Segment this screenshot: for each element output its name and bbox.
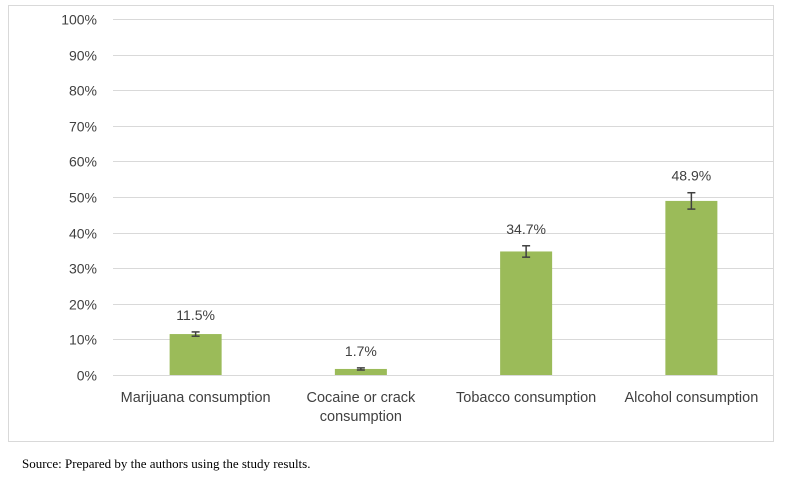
chart-frame: [8, 5, 774, 442]
x-axis-category-labels: Marijuana consumption Cocaine or crack con…: [121, 390, 759, 425]
data-labels: 11.5% 1.7% 34.7% 48.9%: [176, 168, 711, 359]
y-tick-label: 0%: [77, 368, 97, 384]
bar: [665, 200, 718, 375]
data-label: 11.5%: [176, 307, 215, 323]
bar: [169, 334, 222, 375]
error-bars: [191, 191, 696, 371]
bars: [169, 200, 718, 375]
data-label: 34.7%: [506, 221, 546, 237]
y-axis-tick-labels: 0% 10% 20% 30% 40% 50% 60% 70% 80% 90% 100%: [61, 12, 97, 384]
source-note: Source: Prepared by the authors using th…: [22, 456, 311, 471]
category-label: Marijuana consumption: [121, 390, 271, 406]
y-tick-label: 50%: [69, 190, 97, 206]
y-tick-label: 70%: [69, 119, 97, 135]
y-tick-label: 100%: [61, 12, 97, 28]
category-label: consumption: [320, 409, 402, 425]
data-label: 1.7%: [345, 343, 377, 359]
data-label: 48.9%: [672, 168, 712, 184]
y-tick-label: 10%: [69, 332, 97, 348]
category-label: Cocaine or crack: [306, 390, 416, 406]
gridlines: [113, 19, 774, 376]
y-tick-label: 30%: [69, 261, 97, 277]
category-label: Alcohol consumption: [624, 390, 758, 406]
category-label: Tobacco consumption: [456, 390, 596, 406]
y-tick-label: 40%: [69, 226, 97, 242]
y-tick-label: 90%: [69, 48, 97, 64]
y-tick-label: 80%: [69, 83, 97, 99]
y-tick-label: 60%: [69, 154, 97, 170]
y-tick-label: 20%: [69, 297, 97, 313]
bar: [334, 368, 387, 375]
bar: [500, 251, 553, 375]
